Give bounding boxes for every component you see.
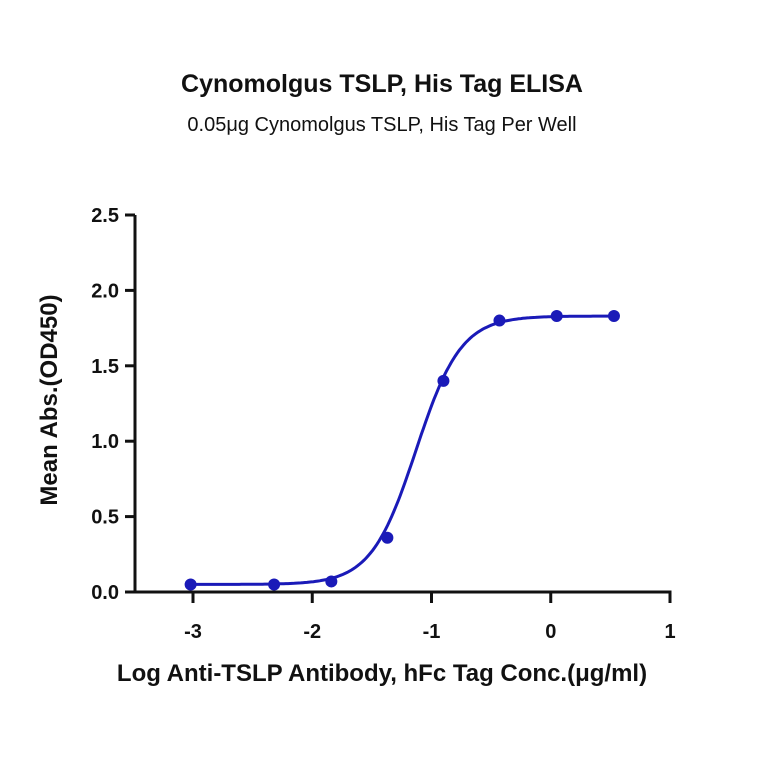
y-tick-label: 2.0: [91, 280, 119, 302]
data-point: [184, 578, 197, 591]
x-tick-label: -3: [184, 621, 202, 643]
sigmoid-fit-line: [190, 314, 614, 586]
data-point: [493, 314, 506, 327]
data-points: [184, 310, 620, 591]
data-point: [437, 374, 450, 387]
data-point: [268, 578, 281, 591]
fit-curve: [190, 314, 614, 586]
x-tick-label: 1: [664, 621, 675, 643]
chart-title: Cynomolgus TSLP, His Tag ELISA: [181, 70, 583, 98]
axes: 0.0 0.5 1.0 1.5 2.0 2.5 -3 -2 -1 0 1: [91, 205, 675, 643]
x-tick-label: -1: [423, 621, 441, 643]
x-tick-label: 0: [545, 621, 556, 643]
x-axis-label: Log Anti-TSLP Antibody, hFc Tag Conc.(μg…: [116, 660, 648, 687]
data-point: [550, 310, 563, 323]
y-tick-label: 0.5: [91, 507, 119, 529]
y-tick-label: 2.5: [91, 205, 119, 227]
chart-subtitle: 0.05μg Cynomolgus TSLP, His Tag Per Well: [187, 114, 577, 136]
data-point: [607, 310, 620, 323]
y-tick-label: 0.0: [91, 582, 119, 604]
y-tick-label: 1.0: [91, 431, 119, 453]
y-tick-label: 1.5: [91, 356, 119, 378]
data-point: [325, 575, 338, 588]
x-tick-label: -2: [303, 621, 321, 643]
data-point: [381, 531, 394, 544]
